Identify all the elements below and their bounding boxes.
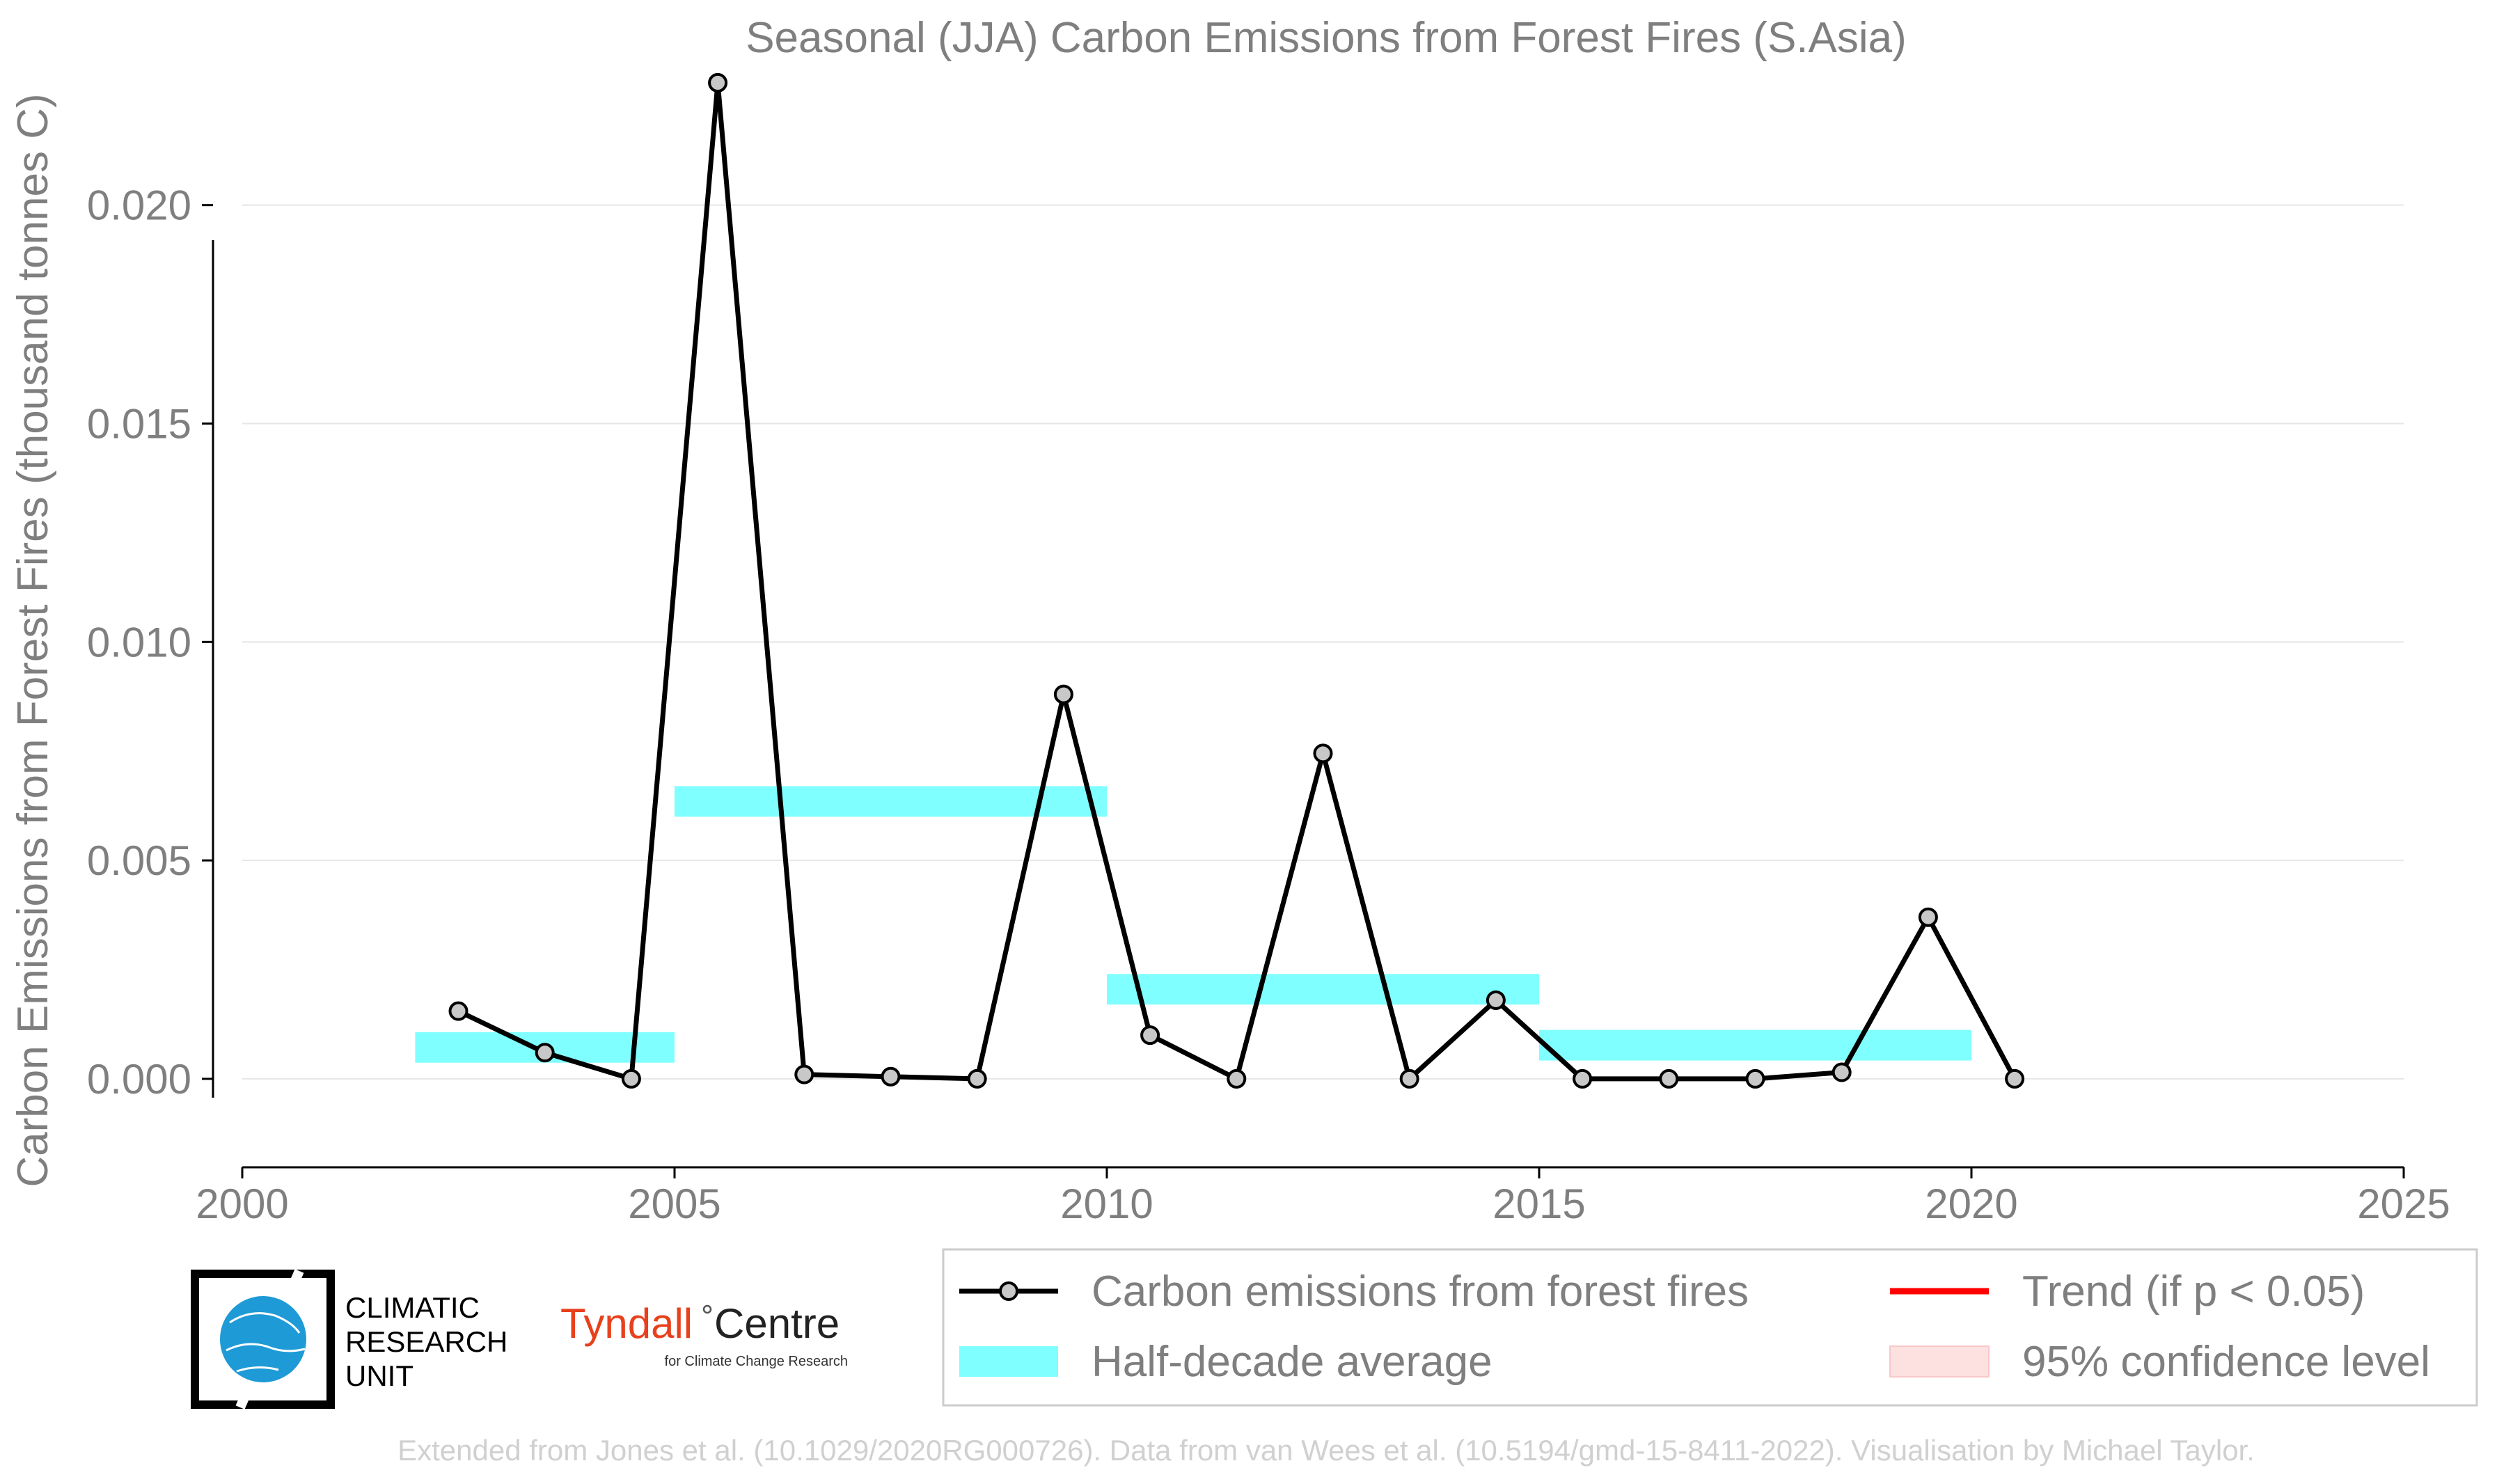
emissions-point: [1140, 1025, 1160, 1045]
emissions-point: [708, 72, 728, 93]
legend-box: [942, 1248, 2478, 1407]
emissions-point: [881, 1066, 901, 1087]
y-tick-label: 0.005: [87, 837, 191, 884]
half-decade-bar: [1539, 1029, 1971, 1061]
emissions-point: [1745, 1068, 1765, 1089]
legend-entry-half-decade: Half-decade average: [959, 1338, 1492, 1386]
emissions-point: [1573, 1068, 1593, 1089]
emissions-point: [1313, 743, 1333, 764]
half-decade-averages: [415, 786, 1971, 1063]
emissions-point: [1918, 907, 1938, 927]
credit-line: Extended from Jones et al. (10.1029/2020…: [397, 1434, 2255, 1467]
emissions-point: [1486, 990, 1506, 1010]
x-tick-label: 2015: [1492, 1181, 1585, 1227]
emissions-point: [448, 1001, 468, 1021]
emissions-series: [448, 72, 2025, 1089]
legend-marker-swatch: [999, 1281, 1018, 1301]
x-ticks: 2000 2005 2010 2015 2020 2025: [196, 1167, 2450, 1227]
emissions-point: [967, 1068, 987, 1089]
emissions-point: [794, 1064, 814, 1084]
cru-line-1: CLIMATIC: [345, 1291, 480, 1324]
degree-icon: [702, 1304, 712, 1314]
half-decade-bar: [1107, 974, 1539, 1005]
y-tick-label: 0.020: [87, 182, 191, 229]
tyndall-subtitle: for Climate Change Research: [665, 1354, 848, 1369]
emissions-point: [1227, 1068, 1247, 1089]
x-tick-label: 2010: [1060, 1181, 1153, 1227]
globe-icon: [220, 1296, 306, 1382]
emissions-point: [621, 1068, 641, 1089]
legend-label-emissions: Carbon emissions from forest fires: [1092, 1268, 1749, 1316]
emissions-point: [1053, 684, 1073, 704]
emissions-point: [535, 1043, 555, 1063]
cru-line-3: UNIT: [345, 1359, 413, 1392]
legend-label-confidence: 95% confidence level: [2022, 1338, 2430, 1386]
x-tick-label: 2005: [628, 1181, 720, 1227]
legend-label-half-decade: Half-decade average: [1092, 1338, 1492, 1386]
grid-lines: [242, 204, 2404, 1080]
tyndall-name: Tyndall: [560, 1300, 693, 1347]
emissions-point: [1659, 1068, 1679, 1089]
x-tick-label: 2020: [1925, 1181, 2017, 1227]
emissions-point: [1399, 1068, 1419, 1089]
cru-logo: CLIMATIC RESEARCH UNIT: [191, 1269, 507, 1410]
emissions-point: [2005, 1068, 2025, 1089]
legend-entry-emissions: Carbon emissions from forest fires: [959, 1268, 1749, 1316]
y-ticks: 0.000 0.005 0.010 0.015 0.020: [87, 182, 213, 1103]
x-tick-label: 2000: [196, 1181, 288, 1227]
tyndall-centre: Centre: [714, 1300, 840, 1347]
y-tick-label: 0.000: [87, 1056, 191, 1103]
y-axis-label: Carbon Emissions from Forest Fires (thou…: [9, 93, 57, 1187]
legend-confidence-swatch: [1889, 1345, 1990, 1378]
y-tick-label: 0.010: [87, 619, 191, 665]
tyndall-logo: Tyndall Centre for Climate Change Resear…: [560, 1300, 848, 1369]
legend-entry-trend: Trend (if p < 0.05): [1890, 1268, 2365, 1316]
axes: [212, 240, 2404, 1169]
legend: Carbon emissions from forest fires Trend…: [942, 1248, 2478, 1407]
y-tick-label: 0.015: [87, 400, 191, 447]
chart-title: Seasonal (JJA) Carbon Emissions from For…: [746, 14, 1907, 62]
legend-half-decade-swatch: [959, 1346, 1058, 1377]
legend-entry-confidence: 95% confidence level: [1889, 1338, 2430, 1386]
legend-label-trend: Trend (if p < 0.05): [2022, 1268, 2365, 1316]
cru-line-2: RESEARCH: [345, 1325, 507, 1358]
emissions-point: [1832, 1062, 1852, 1082]
emissions-line: [457, 80, 2017, 1082]
cru-logo-mark: [191, 1269, 335, 1410]
x-tick-label: 2025: [2357, 1181, 2450, 1227]
